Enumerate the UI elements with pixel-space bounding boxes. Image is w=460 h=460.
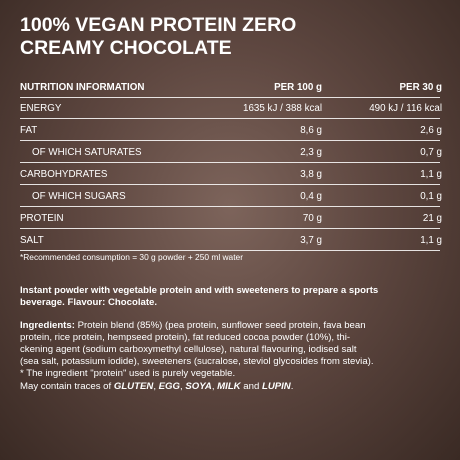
per-100: 3,8 g [300,169,322,180]
row-label: PROTEIN [20,213,64,224]
title: CREAMY CHOCOLATE [20,37,232,59]
row-label: OF WHICH SATURATES [32,147,142,158]
per-30: 2,6 g [420,125,442,136]
per-30: 21 g [422,213,442,224]
traces-text: May contain traces of [20,381,114,392]
traces-text: . [290,381,294,392]
title: 100% VEGAN PROTEIN ZERO [20,14,297,36]
per-30: 1,1 g [420,169,442,180]
allergen: GLUTEN [113,381,154,392]
per-100: 2,3 g [300,147,322,158]
ingredients-text: ckening agent (sodium carboxymethyl cell… [20,344,357,355]
ingredients-text: (sea salt, potassium iodide), sweeteners… [20,356,374,367]
row-divider [20,184,440,185]
per-100: 0,4 g [300,191,322,202]
row-label: NUTRITION INFORMATION [20,82,145,93]
row-divider [20,97,440,98]
allergen: SOYA [185,381,212,392]
traces-text: , [211,381,218,392]
allergen: LUPIN [261,381,291,392]
traces-text: , [153,381,159,392]
per-100: PER 100 g [274,82,322,93]
row-divider [20,206,440,207]
ingredients-line: Ingredients: Protein blend (85%) (pea pr… [20,320,366,332]
row-label: CARBOHYDRATES [20,169,108,180]
row-divider [20,118,440,119]
ingredients-text: protein, rice protein, hempseed protein)… [20,332,351,343]
ingredients-label: Ingredients: [20,320,75,331]
per-30: 0,7 g [420,147,442,158]
row-divider [20,162,440,163]
row-label: FAT [20,125,38,136]
row-label: OF WHICH SUGARS [32,191,126,202]
description: Instant powder with vegetable protein an… [20,285,379,296]
allergen: EGG [158,381,180,392]
ingredients-text: * The ingredient "protein" used is purel… [20,368,236,379]
footnote: *Recommended consumption = 30 g powder +… [20,252,243,262]
row-label: SALT [20,235,44,246]
per-30: 1,1 g [420,235,442,246]
traces-text: , [179,381,186,392]
per-30: 490 kJ / 116 kcal [369,103,442,114]
row-label: ENERGY [20,103,62,114]
description: beverage. Flavour: Chocolate. [20,297,158,308]
row-divider [20,250,440,251]
ingredients-text: Protein blend (85%) (pea protein, sunflo… [77,320,366,331]
per-30: 0,1 g [420,191,442,202]
per-100: 1635 kJ / 388 kcal [243,103,322,114]
row-divider [20,228,440,229]
row-divider [20,140,440,141]
allergen: MILK [217,381,241,392]
per-100: 8,6 g [300,125,322,136]
per-100: 70 g [302,213,322,224]
traces-text: and [240,381,262,392]
per-30: PER 30 g [399,82,442,93]
per-100: 3,7 g [300,235,322,246]
traces: May contain traces of GLUTEN, EGG, SOYA,… [20,381,293,393]
